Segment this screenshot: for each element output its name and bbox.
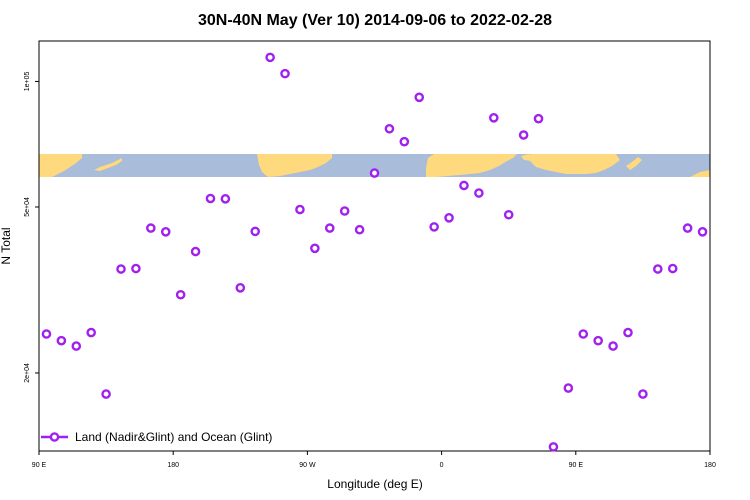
data-point [369,168,380,178]
data-point [175,289,186,300]
data-point [146,223,156,233]
data-point [265,52,275,63]
legend-label: Land (Nadir&Glint) and Ocean (Glint) [75,430,272,444]
data-point [623,327,633,338]
data-point [444,213,454,223]
y-axis: 2e+04 5e+04 1e+05 [24,71,39,383]
data-point [295,204,305,215]
data-points [41,52,708,452]
data-point [474,188,484,198]
data-point [101,389,111,399]
x-axis: 90 E 180 90 W 0 90 E 180 [32,451,716,469]
data-point [339,206,350,216]
y-tick-label: 5e+04 [24,197,31,217]
data-point [488,113,499,123]
x-tick-label: 90 W [299,462,316,469]
data-point [608,341,618,351]
data-point [41,329,52,339]
data-point [593,335,603,346]
data-point [697,226,708,237]
data-point [578,329,589,339]
data-point [324,223,335,233]
map-land [39,154,710,177]
x-tick-label: 180 [704,462,716,469]
data-point [399,136,410,147]
data-point [280,68,290,79]
data-point [86,327,96,338]
data-point [459,180,469,191]
data-point [638,389,648,399]
data-point [56,335,67,346]
data-point [414,92,425,103]
y-tick-label: 1e+05 [24,71,31,91]
plot-frame [38,40,711,452]
x-tick-label: 180 [167,462,179,469]
data-point [548,442,559,452]
world-map-strip [39,154,710,177]
data-point [429,222,439,232]
data-point [131,263,141,274]
data-point [653,264,663,274]
data-point [384,123,395,134]
x-tick-label: 0 [440,462,444,469]
legend: Land (Nadir&Glint) and Ocean (Glint) [41,430,272,444]
data-point [682,223,693,233]
x-axis-label: Longitude (deg E) [327,477,422,491]
data-point [116,264,126,274]
chart-title: 30N-40N May (Ver 10) 2014-09-06 to 2022-… [198,12,552,29]
data-point [563,383,574,393]
y-axis-label: N Total [0,227,13,264]
data-point [667,263,678,274]
data-point [354,224,365,235]
y-tick-label: 2e+04 [24,363,31,383]
x-tick-label: 90 E [569,462,584,469]
data-point [71,341,82,351]
data-point [250,226,261,237]
data-point [205,193,216,204]
x-tick-label: 90 E [32,462,47,469]
data-point [160,226,171,237]
data-point [235,283,246,293]
data-point [503,209,514,220]
data-point [220,194,231,204]
legend-marker [49,432,60,442]
data-point [310,243,320,254]
data-point [190,246,201,257]
data-point [533,113,544,124]
data-point [518,130,529,140]
